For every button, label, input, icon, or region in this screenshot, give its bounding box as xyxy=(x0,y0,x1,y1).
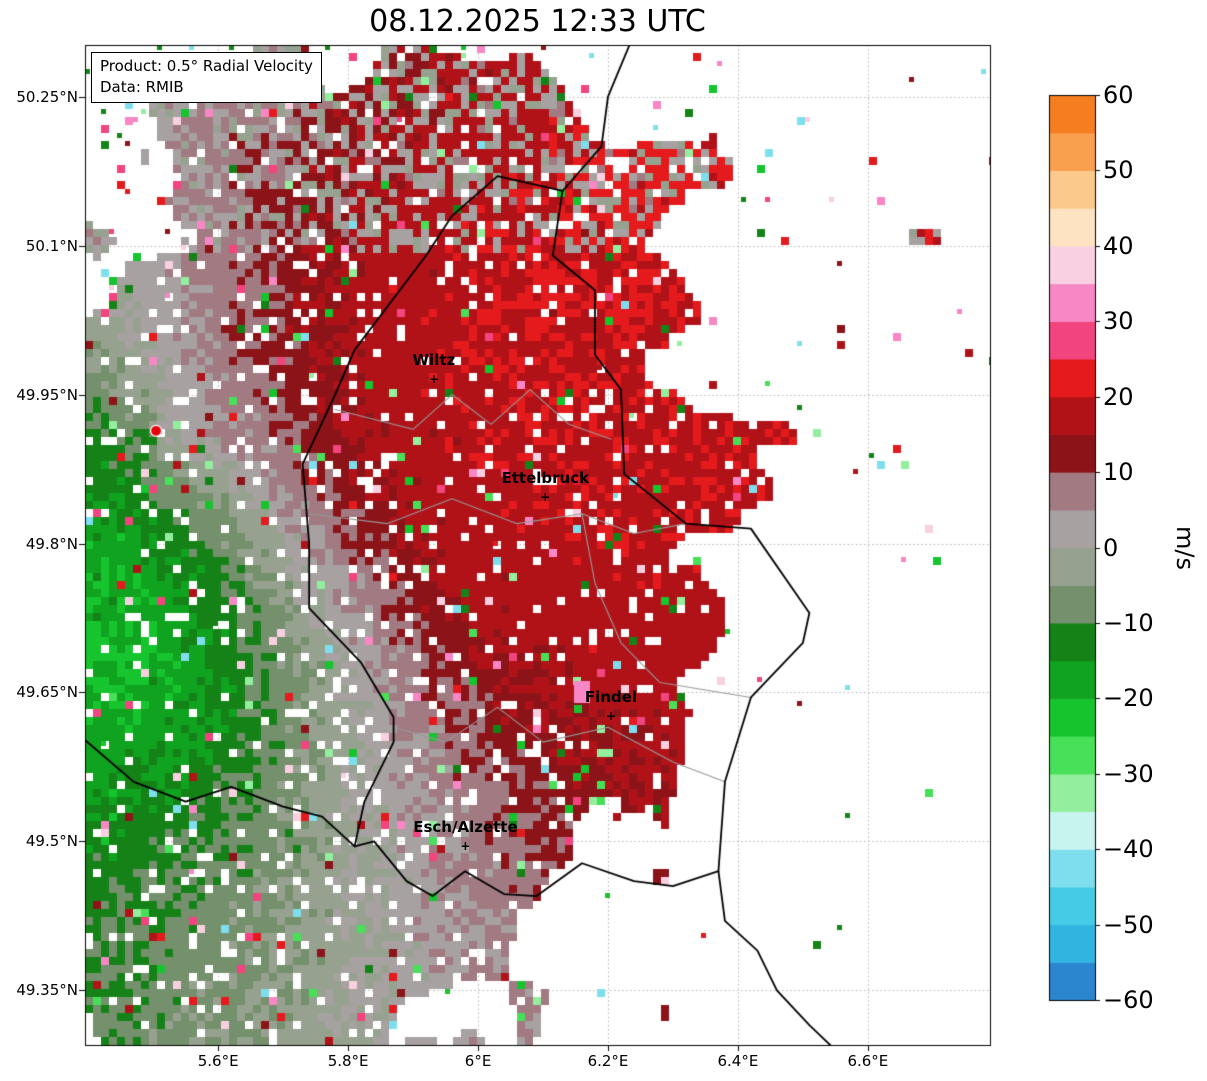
colorbar-tick-label: 10 xyxy=(1103,458,1134,487)
colorbar-unit-label: m/s xyxy=(1170,526,1199,570)
x-tick-label: 6.2°E xyxy=(587,1052,629,1070)
x-tick-label: 6.6°E xyxy=(847,1052,889,1070)
x-tick-label: 6.4°E xyxy=(717,1052,759,1070)
product-info-line2: Data: RMIB xyxy=(100,78,184,97)
city-marker-icon: + xyxy=(605,708,616,723)
product-info-box: Product: 0.5° Radial Velocity Data: RMIB xyxy=(91,52,322,103)
product-info-line1: Product: 0.5° Radial Velocity xyxy=(100,57,313,75)
colorbar-tick-label: −30 xyxy=(1103,759,1154,788)
city-marker-icon: + xyxy=(428,371,439,386)
colorbar-tick-label: 50 xyxy=(1103,156,1134,185)
x-tick-label: 5.6°E xyxy=(197,1052,239,1070)
colorbar-tick-label: −50 xyxy=(1103,910,1154,939)
colorbar-tick-label: 40 xyxy=(1103,231,1134,260)
y-tick-label: 49.5°N xyxy=(25,832,78,851)
x-tick-label: 5.8°E xyxy=(327,1052,369,1070)
city-label: Ettelbruck xyxy=(501,468,590,487)
colorbar-tick-label: 0 xyxy=(1103,533,1119,562)
colorbar-tick-label: −60 xyxy=(1103,986,1154,1014)
colorbar-tick-label: −10 xyxy=(1103,608,1154,637)
colorbar-tick-label: 60 xyxy=(1103,81,1134,109)
y-tick-label: 49.65°N xyxy=(16,683,78,702)
city-label: Wiltz xyxy=(412,350,456,369)
colorbar-tick-label: 30 xyxy=(1103,307,1134,336)
y-tick-label: 50.1°N xyxy=(25,236,78,255)
colorbar-tick-label: −40 xyxy=(1103,835,1154,864)
y-tick-label: 49.8°N xyxy=(25,534,78,553)
y-tick-label: 49.95°N xyxy=(16,385,78,404)
plot-title: 08.12.2025 12:33 UTC xyxy=(369,4,706,39)
colorbar-tick-label: 20 xyxy=(1103,382,1134,411)
x-tick-label: 6°E xyxy=(464,1052,492,1070)
y-tick-label: 49.35°N xyxy=(16,981,78,1000)
city-marker-icon: + xyxy=(460,838,471,853)
city-label: Esch/Alzette xyxy=(413,817,518,836)
y-tick-label: 50.25°N xyxy=(16,87,78,106)
city-marker-icon: + xyxy=(540,489,551,504)
city-label: Findel xyxy=(584,687,638,706)
colorbar-tick-label: −20 xyxy=(1103,684,1154,713)
